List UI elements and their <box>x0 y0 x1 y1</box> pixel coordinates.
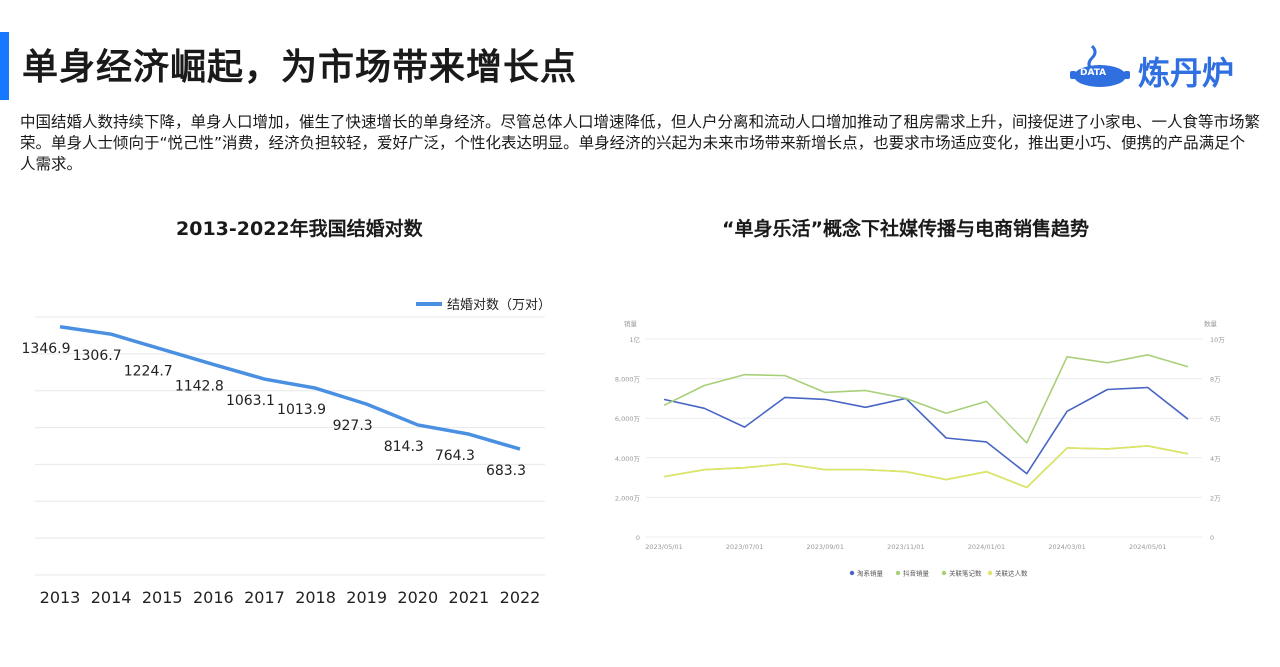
legend-swatch <box>895 570 901 576</box>
title-accent-bar <box>0 32 9 100</box>
legend-label: 结婚对数（万对） <box>447 298 551 313</box>
left-chart-title: 2013-2022年我国结婚对数 <box>176 218 423 240</box>
x-tick-label: 2023/05/01 <box>645 543 682 551</box>
legend-swatch <box>941 570 947 576</box>
y-left-tick-label: 0 <box>636 534 640 542</box>
x-tick-label: 2024/03/01 <box>1048 543 1085 551</box>
x-tick-label: 2023/07/01 <box>726 543 763 551</box>
legend-label: 关联笔记数 <box>949 569 982 578</box>
x-tick-label: 2024/01/01 <box>968 543 1005 551</box>
data-label: 1224.7 <box>124 363 173 379</box>
series-line-4 <box>663 445 1189 489</box>
legend-label: 抖音销量 <box>903 569 930 578</box>
y-right-tick-label: 0 <box>1210 534 1214 542</box>
x-tick-label: 2020 <box>397 588 438 607</box>
legend-label: 关联达人数 <box>995 569 1028 578</box>
legend-swatch <box>849 570 855 576</box>
logo-badge: DATA <box>1080 68 1107 78</box>
intro-paragraph: 中国结婚人数持续下降，单身人口增加，催生了快速增长的单身经济。尽管总体人口增速降… <box>20 113 1261 173</box>
y-left-tick-label: 8,000万 <box>615 376 641 384</box>
x-tick-label: 2018 <box>295 588 336 607</box>
chart-background <box>612 312 1242 587</box>
x-tick-label: 2023/11/01 <box>887 543 924 551</box>
y-left-tick-label: 6,000万 <box>615 415 641 423</box>
x-tick-label: 2016 <box>193 588 234 607</box>
data-label: 1063.1 <box>226 393 275 409</box>
y-right-axis-label: 数量 <box>1204 319 1218 328</box>
pot-icon <box>1070 44 1130 87</box>
data-label: 1013.9 <box>277 402 326 418</box>
x-tick-label: 2022 <box>500 588 541 607</box>
x-tick-label: 2021 <box>449 588 490 607</box>
data-label: 1142.8 <box>175 378 224 394</box>
right-chart-title: “单身乐活”概念下社媒传播与电商销售趋势 <box>722 218 1089 240</box>
y-right-tick-label: 10万 <box>1210 336 1225 344</box>
legend-label: 淘系销量 <box>857 569 884 578</box>
legend-swatch <box>987 570 993 576</box>
x-tick-label: 2017 <box>244 588 285 607</box>
x-tick-label: 2013 <box>40 588 81 607</box>
x-tick-label: 2014 <box>91 588 132 607</box>
x-tick-label: 2024/05/01 <box>1129 543 1166 551</box>
y-left-tick-label: 2,000万 <box>615 494 641 502</box>
brand-logo: DATA 炼丹炉 <box>1066 40 1256 102</box>
data-label: 814.3 <box>384 439 424 455</box>
y-right-tick-label: 6万 <box>1210 415 1221 423</box>
series-line-2 <box>663 354 1189 444</box>
y-right-tick-label: 2万 <box>1210 494 1221 502</box>
y-right-tick-label: 8万 <box>1210 376 1221 384</box>
x-tick-label: 2023/09/01 <box>806 543 843 551</box>
y-left-tick-label: 4,000万 <box>615 455 641 463</box>
data-label: 1306.7 <box>73 348 122 364</box>
series-line-1 <box>663 386 1189 475</box>
data-label: 683.3 <box>486 463 526 479</box>
y-left-tick-label: 1亿 <box>629 335 640 344</box>
y-left-axis-label: 销量 <box>624 319 638 328</box>
data-label: 764.3 <box>435 448 475 464</box>
trend-line-chart: 0 0 2,000万 2万 4,000万 4万 6,000万 6万 8,000万 8万 1亿 10万 销… <box>612 312 1242 587</box>
logo-text: 炼丹炉 <box>1138 54 1235 92</box>
series-line-marriages <box>59 325 521 451</box>
data-label: 927.3 <box>333 418 373 434</box>
y-right-tick-label: 4万 <box>1210 455 1221 463</box>
x-tick-label: 2015 <box>142 588 183 607</box>
x-tick-label: 2019 <box>346 588 387 607</box>
data-label: 1346.9 <box>22 341 71 357</box>
page-title: 单身经济崛起，为市场带来增长点 <box>22 47 578 88</box>
